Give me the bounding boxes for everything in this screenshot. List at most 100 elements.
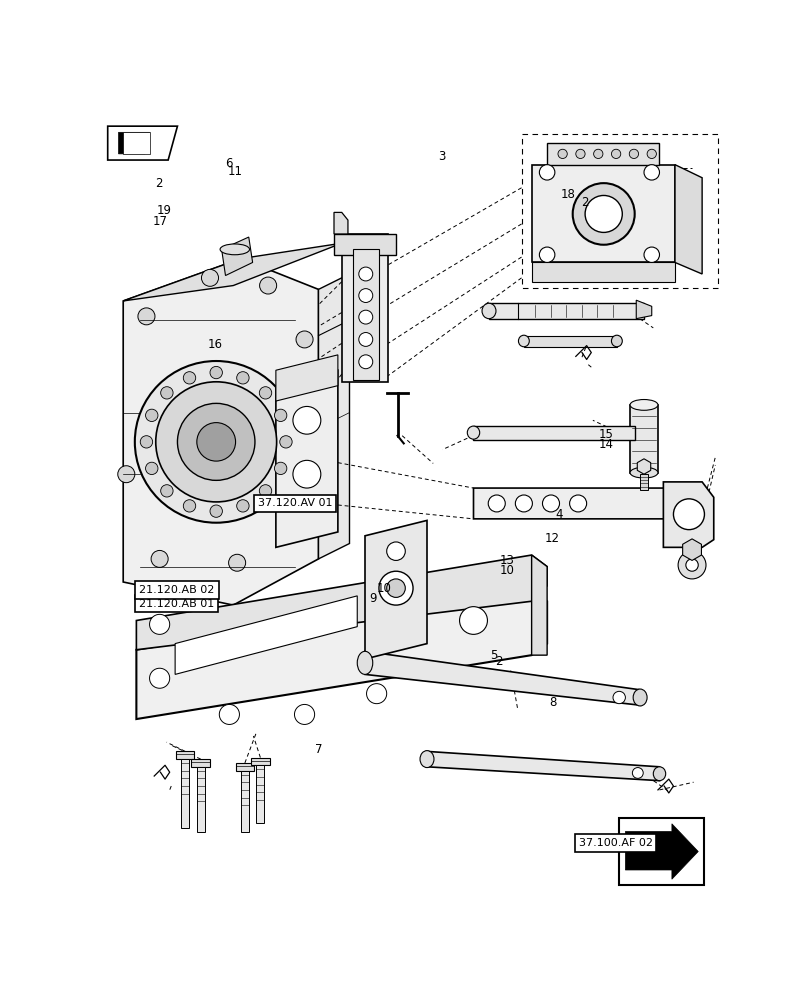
Polygon shape [624,824,697,879]
Polygon shape [473,488,682,519]
Circle shape [515,495,532,512]
Text: 5: 5 [490,649,497,662]
Circle shape [632,768,642,778]
Polygon shape [639,474,647,490]
Circle shape [358,267,372,281]
Text: 14: 14 [598,438,613,451]
Circle shape [280,436,292,448]
Polygon shape [531,555,547,655]
Circle shape [557,149,567,158]
Polygon shape [256,765,264,823]
Ellipse shape [517,335,529,347]
Text: 21.120.AB 01: 21.120.AB 01 [139,599,214,609]
Circle shape [293,406,320,434]
Circle shape [201,269,218,286]
Polygon shape [333,212,348,234]
Polygon shape [123,243,341,301]
Polygon shape [241,771,248,832]
Bar [619,818,704,885]
Polygon shape [176,751,195,759]
Text: 10: 10 [499,564,513,577]
Ellipse shape [466,426,479,439]
Circle shape [539,165,554,180]
Circle shape [358,310,372,324]
Ellipse shape [629,467,657,478]
Circle shape [219,704,239,724]
Polygon shape [127,135,146,140]
Circle shape [358,333,372,346]
Circle shape [358,355,372,369]
Polygon shape [123,132,149,154]
Circle shape [151,550,168,567]
Polygon shape [318,274,349,559]
Circle shape [156,382,277,502]
Circle shape [210,366,222,379]
Circle shape [259,387,272,399]
Circle shape [593,149,603,158]
Polygon shape [108,126,178,160]
Circle shape [259,485,272,497]
Polygon shape [333,234,396,255]
Circle shape [572,183,634,245]
Circle shape [161,485,173,497]
Polygon shape [531,262,674,282]
Polygon shape [353,249,379,380]
Circle shape [293,460,320,488]
Polygon shape [547,143,659,165]
Text: 2: 2 [494,655,502,668]
Circle shape [366,684,386,704]
Polygon shape [473,426,634,440]
Ellipse shape [357,651,372,674]
Polygon shape [123,259,318,605]
Circle shape [161,387,173,399]
Circle shape [145,462,158,475]
Ellipse shape [482,303,496,319]
Circle shape [149,668,169,688]
Text: 8: 8 [549,696,556,709]
Circle shape [539,247,554,262]
Circle shape [459,607,487,634]
Circle shape [569,495,586,512]
Text: 7: 7 [315,743,323,756]
Circle shape [145,409,158,422]
Circle shape [293,493,310,510]
Polygon shape [629,405,657,473]
Circle shape [135,361,297,523]
Circle shape [386,542,405,560]
Circle shape [643,247,659,262]
Text: 10: 10 [376,582,392,595]
Polygon shape [276,370,337,547]
Polygon shape [181,759,189,828]
Text: 1: 1 [581,837,589,850]
Circle shape [379,571,413,605]
Polygon shape [175,596,357,674]
Circle shape [585,195,621,232]
Polygon shape [127,142,146,146]
Polygon shape [221,237,252,276]
Circle shape [178,403,255,480]
Circle shape [685,559,697,571]
Text: 2: 2 [155,177,162,190]
Polygon shape [674,165,702,274]
Circle shape [274,409,286,422]
Polygon shape [488,303,643,319]
Text: 21.120.AB 02: 21.120.AB 02 [139,585,214,595]
Circle shape [149,614,169,634]
Polygon shape [637,459,650,474]
Text: 6: 6 [225,157,232,170]
Circle shape [229,554,246,571]
Text: 16: 16 [207,338,222,351]
Polygon shape [427,751,659,781]
Circle shape [236,372,249,384]
Circle shape [274,462,286,475]
Circle shape [294,704,314,724]
Circle shape [575,149,585,158]
Circle shape [646,149,655,158]
Polygon shape [663,482,713,547]
Circle shape [236,500,249,512]
Circle shape [260,277,277,294]
Circle shape [542,495,559,512]
Circle shape [629,149,637,158]
Polygon shape [235,763,254,771]
Ellipse shape [220,244,249,255]
